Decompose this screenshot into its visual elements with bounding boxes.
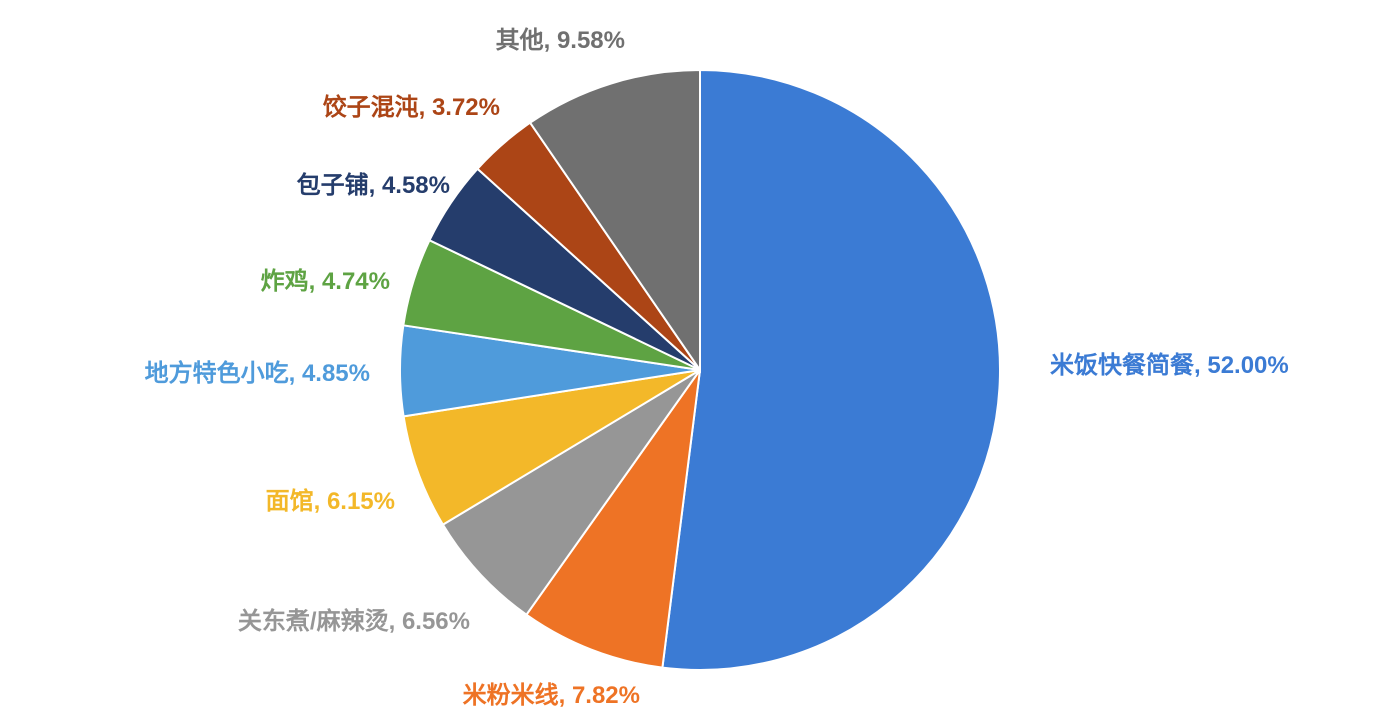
pie-label-name: 地方特色小吃	[145, 360, 289, 387]
pie-label-separator: ,	[309, 268, 322, 295]
pie-label-separator: ,	[314, 488, 327, 515]
pie-chart: 米饭快餐简餐, 52.00% 米粉米线, 7.82% 关东煮/麻辣烫, 6.56% 面…	[0, 0, 1384, 716]
pie-label-separator: ,	[389, 608, 402, 635]
pie-label-percent: 4.58%	[382, 172, 450, 199]
pie-label-separator: ,	[1194, 352, 1207, 379]
pie-label-name: 面馆	[266, 488, 314, 515]
pie-label: 包子铺, 4.58%	[297, 165, 450, 200]
pie-label-name: 包子铺	[297, 172, 369, 199]
pie-label: 地方特色小吃, 4.85%	[145, 353, 370, 388]
pie-label-percent: 52.00%	[1207, 352, 1288, 379]
pie-label-name: 关东煮/麻辣烫	[238, 608, 389, 635]
pie-label: 饺子混沌, 3.72%	[323, 87, 500, 122]
pie-label-percent: 7.82%	[572, 682, 640, 709]
pie-label-name: 其他	[496, 27, 544, 54]
pie-label-percent: 6.15%	[327, 488, 395, 515]
pie-label-separator: ,	[289, 360, 302, 387]
pie-label: 米粉米线, 7.82%	[463, 675, 640, 710]
pie-label: 米饭快餐简餐, 52.00%	[1050, 345, 1289, 380]
pie-label: 其他, 9.58%	[496, 20, 625, 55]
pie-label-name: 饺子混沌	[323, 94, 419, 121]
pie-label-name: 炸鸡	[261, 268, 309, 295]
pie-label: 炸鸡, 4.74%	[261, 261, 390, 296]
pie-label-percent: 3.72%	[432, 94, 500, 121]
pie-label-percent: 6.56%	[402, 608, 470, 635]
pie-label-separator: ,	[559, 682, 572, 709]
pie-label-name: 米粉米线	[463, 682, 559, 709]
pie-label-separator: ,	[369, 172, 382, 199]
pie-label-name: 米饭快餐简餐	[1050, 352, 1194, 379]
pie-label-separator: ,	[419, 94, 432, 121]
pie-label: 面馆, 6.15%	[266, 481, 395, 516]
pie-label-percent: 4.74%	[322, 268, 390, 295]
pie-label-separator: ,	[544, 27, 557, 54]
pie-label: 关东煮/麻辣烫, 6.56%	[238, 601, 470, 636]
pie-label-percent: 9.58%	[557, 27, 625, 54]
pie-label-percent: 4.85%	[302, 360, 370, 387]
pie-slice	[662, 70, 1000, 670]
